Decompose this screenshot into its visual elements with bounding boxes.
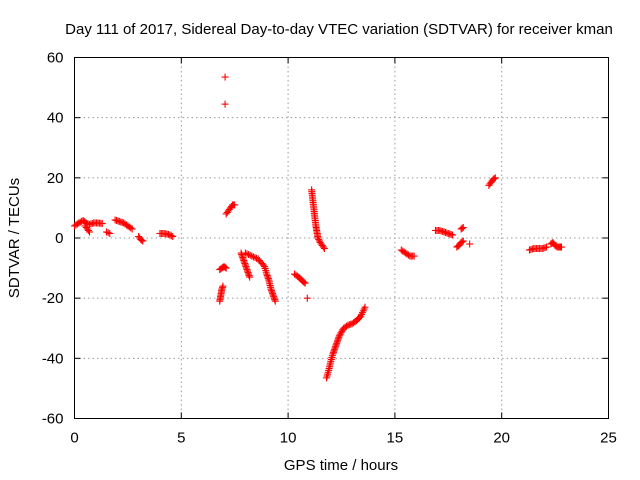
data-point bbox=[335, 332, 343, 340]
x-tick-label: 25 bbox=[600, 430, 617, 447]
data-point bbox=[248, 252, 256, 260]
data-point bbox=[336, 330, 344, 338]
data-point bbox=[85, 228, 93, 236]
data-point bbox=[449, 231, 457, 239]
axis-ticks bbox=[74, 57, 609, 419]
data-point bbox=[314, 234, 322, 242]
data-point bbox=[490, 175, 498, 183]
data-point bbox=[543, 243, 551, 251]
data-point bbox=[338, 327, 346, 335]
data-point bbox=[104, 229, 112, 237]
data-point bbox=[222, 264, 230, 272]
tick-labels: 0 5 10 15 20 25 -60 -40 -20 0 20 40 60 bbox=[42, 50, 617, 447]
data-point bbox=[459, 237, 467, 245]
data-point bbox=[410, 252, 418, 260]
data-point bbox=[169, 232, 177, 240]
data-point bbox=[301, 279, 309, 287]
data-point bbox=[246, 251, 254, 259]
y-tick-label: 40 bbox=[47, 110, 64, 127]
data-point bbox=[221, 100, 229, 108]
data-point bbox=[466, 240, 474, 248]
y-axis-label: SDTVAR / TECUs bbox=[6, 178, 23, 298]
data-point bbox=[241, 249, 249, 257]
data-point bbox=[128, 225, 136, 233]
data-point bbox=[127, 224, 135, 232]
chart-title: Day 111 of 2017, Sidereal Day-to-day VTE… bbox=[65, 21, 613, 38]
data-point bbox=[246, 273, 254, 281]
data-point bbox=[315, 237, 323, 245]
data-point bbox=[98, 220, 106, 228]
data-point bbox=[458, 224, 466, 232]
data-point bbox=[249, 253, 257, 261]
grid bbox=[74, 57, 609, 419]
data-point bbox=[243, 250, 251, 258]
data-point bbox=[138, 236, 146, 244]
data-point bbox=[320, 245, 328, 253]
data-point bbox=[303, 294, 311, 302]
data-point bbox=[167, 232, 175, 240]
data-point bbox=[231, 201, 239, 209]
x-axis-label: GPS time / hours bbox=[284, 457, 398, 474]
x-tick-label: 10 bbox=[280, 430, 297, 447]
data-point bbox=[221, 73, 229, 81]
data-point bbox=[271, 297, 279, 305]
y-tick-label: 60 bbox=[47, 50, 64, 67]
data-point bbox=[491, 174, 499, 182]
data-point bbox=[300, 278, 308, 286]
data-point bbox=[558, 243, 566, 251]
y-tick-label: 20 bbox=[47, 170, 64, 187]
y-tick-label: -40 bbox=[42, 350, 64, 367]
data-point bbox=[245, 251, 253, 259]
data-point bbox=[337, 329, 345, 337]
data-point bbox=[84, 226, 92, 234]
y-tick-label: -20 bbox=[42, 290, 64, 307]
data-point bbox=[103, 228, 111, 236]
data-point bbox=[221, 263, 229, 271]
data-point bbox=[315, 236, 323, 244]
data-point bbox=[319, 243, 327, 251]
data-points bbox=[71, 73, 566, 382]
data-point bbox=[458, 238, 466, 246]
y-tick-label: 0 bbox=[55, 230, 63, 247]
x-tick-label: 15 bbox=[387, 430, 404, 447]
data-point bbox=[361, 303, 369, 311]
data-point bbox=[106, 229, 114, 237]
y-tick-label: -60 bbox=[42, 411, 64, 428]
data-point bbox=[139, 237, 147, 245]
x-tick-label: 5 bbox=[177, 430, 185, 447]
data-point bbox=[459, 223, 467, 231]
x-tick-label: 0 bbox=[70, 430, 78, 447]
x-tick-label: 20 bbox=[493, 430, 510, 447]
data-point bbox=[251, 254, 259, 262]
data-point bbox=[219, 282, 227, 290]
